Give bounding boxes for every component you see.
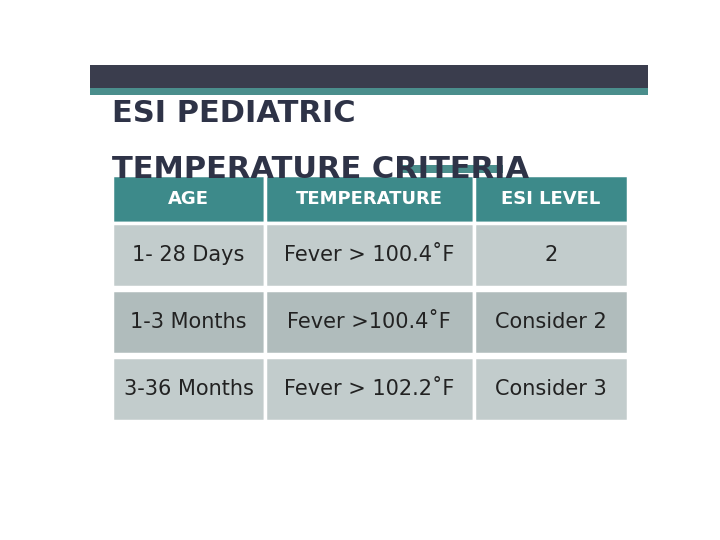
Text: ESI PEDIATRIC: ESI PEDIATRIC: [112, 99, 356, 129]
FancyBboxPatch shape: [112, 290, 264, 354]
FancyBboxPatch shape: [474, 175, 629, 223]
FancyBboxPatch shape: [474, 290, 629, 354]
Text: TEMPERATURE: TEMPERATURE: [296, 190, 443, 208]
FancyBboxPatch shape: [90, 65, 648, 481]
FancyBboxPatch shape: [402, 165, 503, 173]
Text: Consider 3: Consider 3: [495, 379, 607, 399]
Text: Fever > 100.4˚F: Fever > 100.4˚F: [284, 245, 454, 265]
Text: Consider 2: Consider 2: [495, 312, 607, 332]
FancyBboxPatch shape: [264, 223, 474, 287]
FancyBboxPatch shape: [474, 357, 629, 421]
FancyBboxPatch shape: [112, 357, 264, 421]
FancyBboxPatch shape: [112, 175, 264, 223]
Text: 2: 2: [544, 245, 558, 265]
Text: 1-3 Months: 1-3 Months: [130, 312, 247, 332]
Text: ESI LEVEL: ESI LEVEL: [501, 190, 600, 208]
FancyBboxPatch shape: [474, 223, 629, 287]
FancyBboxPatch shape: [264, 357, 474, 421]
FancyBboxPatch shape: [264, 175, 474, 223]
FancyBboxPatch shape: [90, 65, 648, 87]
Text: Fever >100.4˚F: Fever >100.4˚F: [287, 312, 451, 332]
FancyBboxPatch shape: [90, 87, 648, 95]
FancyBboxPatch shape: [264, 290, 474, 354]
Text: 3-36 Months: 3-36 Months: [124, 379, 253, 399]
Text: AGE: AGE: [168, 190, 209, 208]
FancyBboxPatch shape: [112, 223, 264, 287]
Text: Fever > 102.2˚F: Fever > 102.2˚F: [284, 379, 454, 399]
Text: TEMPERATURE CRITERIA: TEMPERATURE CRITERIA: [112, 156, 529, 185]
Text: 1- 28 Days: 1- 28 Days: [132, 245, 245, 265]
